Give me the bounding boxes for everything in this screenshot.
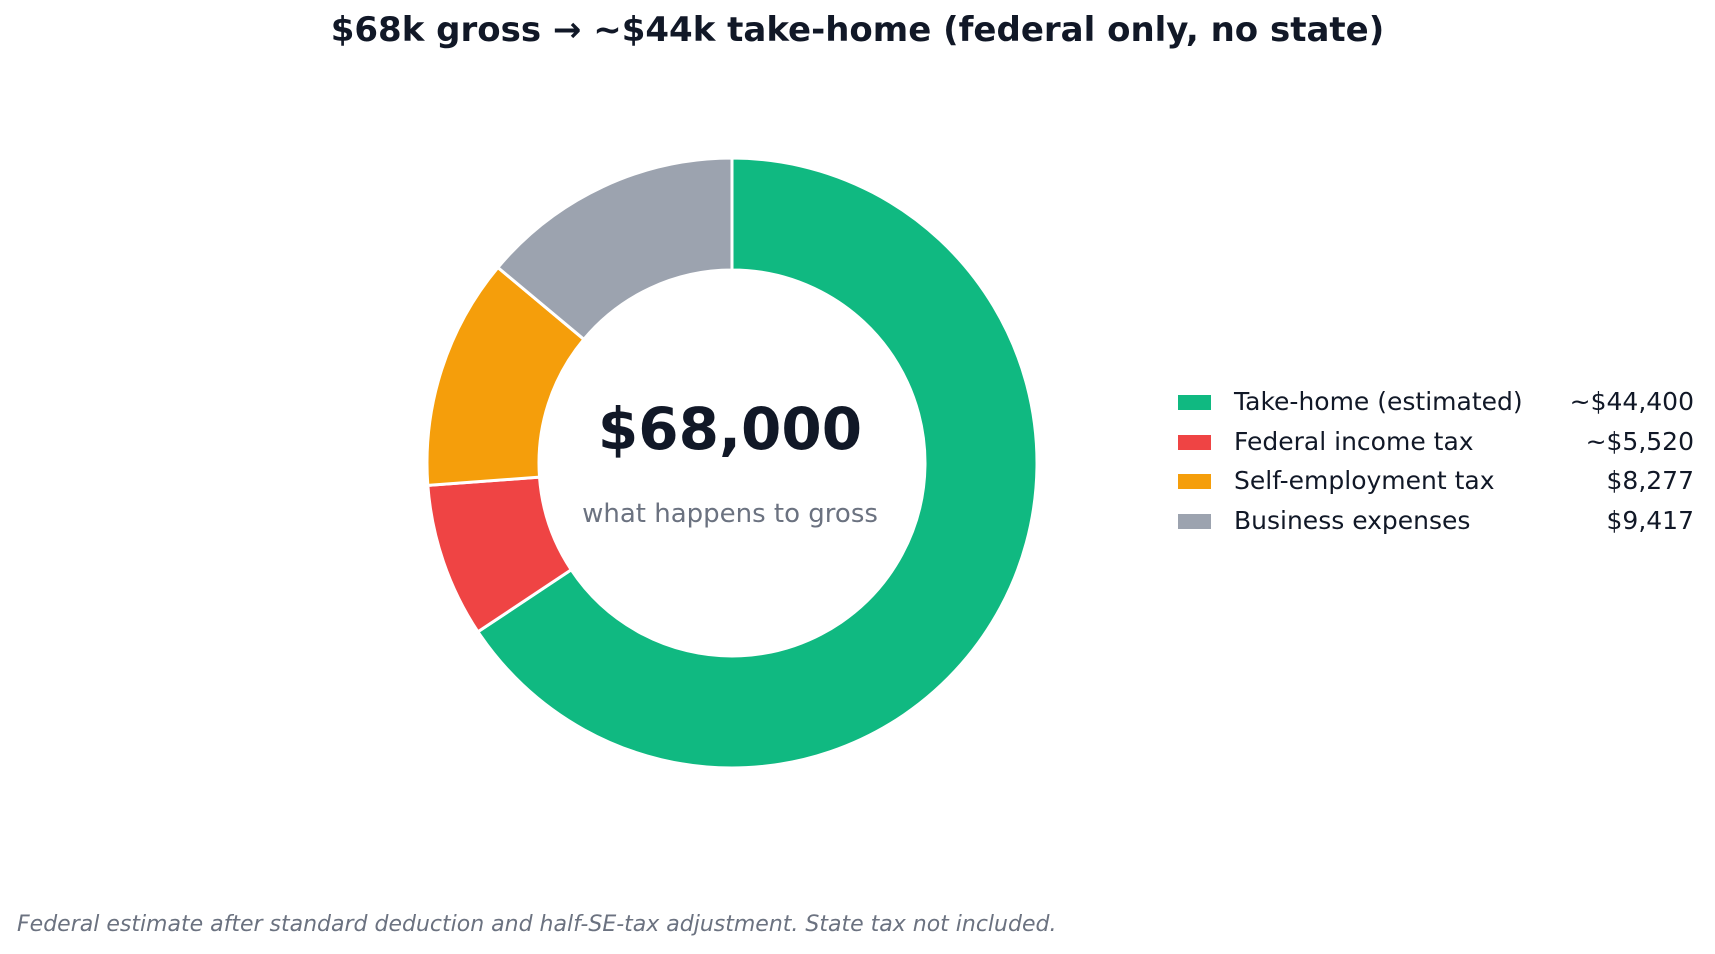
donut-slice-business-expenses [496, 156, 734, 341]
legend-label-self-employment-tax: Self-employment tax [1234, 466, 1495, 495]
donut-slice-take-home [476, 156, 1039, 770]
legend-swatch-federal-income-tax [1178, 434, 1211, 450]
center-caption: what happens to gross [582, 499, 878, 529]
legend-swatch-take-home [1178, 395, 1211, 410]
legend-label-take-home: Take-home (estimated) [1234, 387, 1523, 416]
legend-value-business-expenses: $9,417 [1606, 505, 1694, 535]
legend-value-self-employment-tax: $8,277 [1606, 466, 1694, 495]
chart-title: $68k gross → ~$44k take-home (federal on… [330, 10, 1385, 50]
legend-item-self-employment-tax: Self-employment tax $8,277 [1178, 464, 1708, 504]
legend-item-federal-income-tax: Federal income tax ~$5,520 [1178, 425, 1708, 465]
legend-value-federal-income-tax: ~$5,520 [1585, 426, 1694, 456]
footnote: Federal estimate after standard deductio… [17, 912, 1057, 937]
legend-swatch-self-employment-tax [1178, 474, 1211, 489]
legend-value-take-home: ~$44,400 [1569, 387, 1694, 416]
legend-label-business-expenses: Business expenses [1234, 505, 1471, 535]
legend-item-business-expenses: Business expenses $9,417 [1178, 504, 1708, 544]
legend: Take-home (estimated) ~$44,400 Federal i… [1178, 385, 1708, 543]
center-total-value: $68,000 [597, 395, 863, 463]
legend-item-take-home: Take-home (estimated) ~$44,400 [1178, 385, 1708, 425]
donut-slices [425, 156, 1039, 770]
legend-label-federal-income-tax: Federal income tax [1234, 426, 1474, 456]
legend-swatch-business-expenses [1178, 513, 1211, 529]
